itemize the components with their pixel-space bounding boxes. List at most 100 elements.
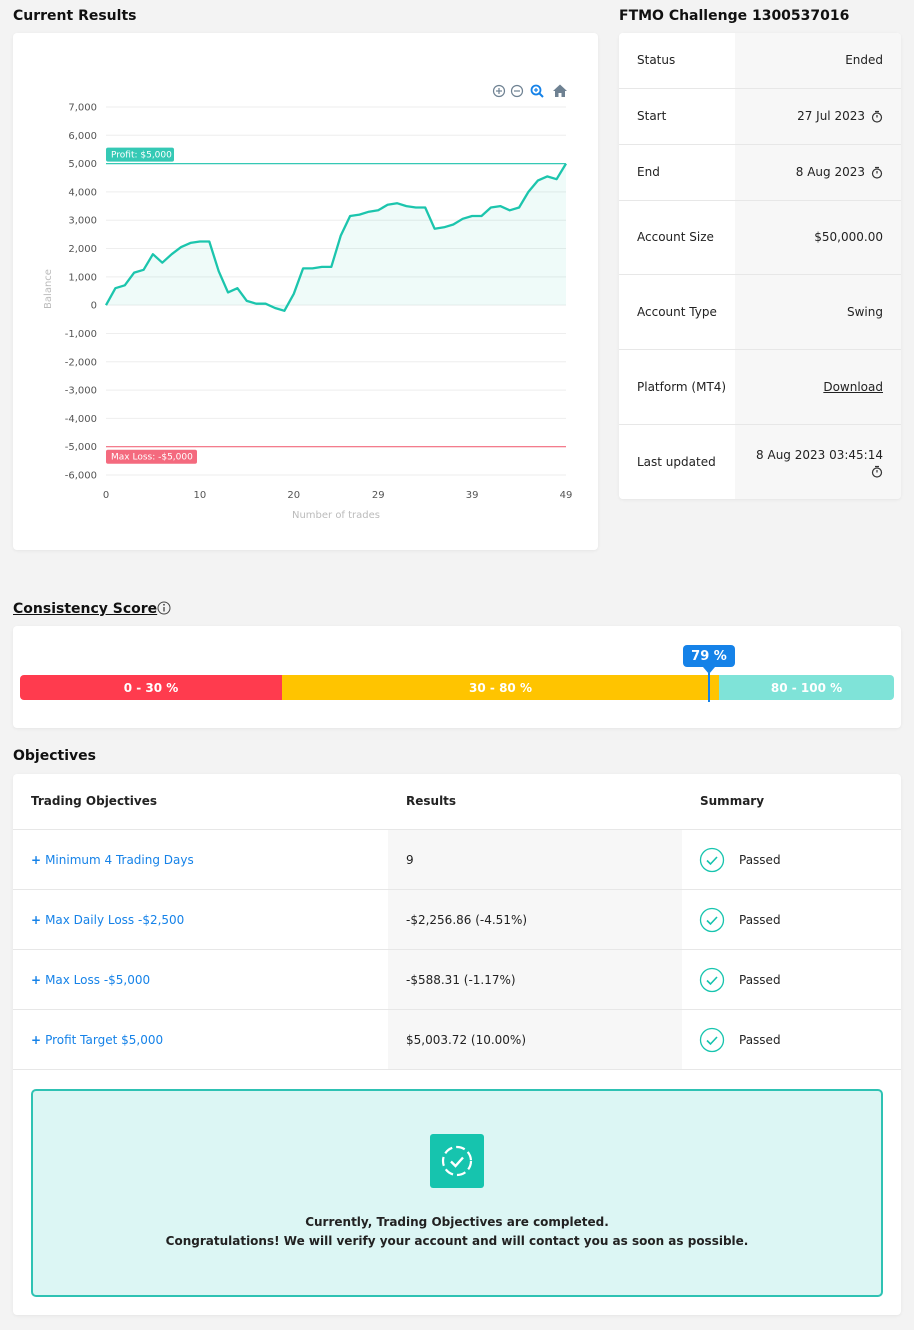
objectives-header: Trading Objectives Results Summary	[13, 774, 901, 830]
y-tick-label: 5,000	[68, 159, 97, 170]
plus-icon: +	[31, 852, 42, 867]
max-loss-label-bg	[106, 449, 197, 464]
x-tick-label: 29	[372, 490, 385, 501]
stopwatch-icon	[871, 166, 883, 179]
plus-icon: +	[31, 972, 42, 987]
y-axis-title: Balance	[43, 269, 54, 309]
objective-expand-link[interactable]: + Minimum 4 Trading Days	[13, 830, 388, 889]
y-tick-label: -2,000	[65, 357, 97, 368]
last-updated-value: 8 Aug 2023 03:45:14	[735, 425, 901, 499]
objectives-completed-banner: Currently, Trading Objectives are comple…	[31, 1089, 883, 1297]
objective-result: -$2,256.86 (-4.51%)	[388, 890, 682, 949]
zoom-in-icon[interactable]	[492, 84, 506, 98]
objectives-table: Trading Objectives Results Summary + Mini…	[13, 774, 901, 1315]
y-tick-label: -1,000	[65, 329, 97, 340]
objective-label: Profit Target $5,000	[45, 1032, 164, 1047]
table-row: + Profit Target $5,000 $5,003.72 (10.00%)…	[13, 1010, 901, 1070]
plus-icon: +	[31, 912, 42, 927]
info-row-start: Start 27 Jul 2023	[619, 89, 901, 145]
balance-line	[104, 163, 567, 312]
stopwatch-icon	[871, 110, 883, 123]
end-value: 8 Aug 2023	[735, 145, 901, 200]
reset-home-icon[interactable]	[553, 84, 567, 98]
y-tick-label: 0	[91, 301, 97, 312]
x-tick-label: 20	[287, 490, 300, 501]
info-row-last-updated: Last updated 8 Aug 2023 03:45:14	[619, 425, 901, 499]
info-row-status: Status Ended	[619, 33, 901, 89]
segment-high: 80 - 100 %	[719, 675, 894, 700]
info-label: Platform (MT4)	[619, 350, 735, 424]
score-marker-badge: 79 %	[683, 645, 735, 667]
summary-status: Passed	[739, 912, 781, 927]
info-icon[interactable]	[157, 601, 171, 615]
current-results-title: Current Results	[13, 8, 137, 24]
status-value: Ended	[735, 33, 901, 88]
check-circle-icon	[699, 967, 725, 992]
check-circle-icon	[699, 907, 725, 932]
table-row: + Minimum 4 Trading Days 9 Passed	[13, 830, 901, 890]
zoom-out-icon[interactable]	[510, 84, 524, 98]
download-link[interactable]: Download	[823, 379, 883, 394]
info-row-platform: Platform (MT4) Download	[619, 350, 901, 425]
objective-expand-link[interactable]: + Max Daily Loss -$2,500	[13, 890, 388, 949]
objective-result: -$588.31 (-1.17%)	[388, 950, 682, 1009]
info-label: Account Size	[619, 201, 735, 274]
y-tick-label: 4,000	[68, 187, 97, 198]
x-tick-label: 10	[194, 490, 207, 501]
challenge-info-table: Status Ended Start 27 Jul 2023 End 8 Aug…	[619, 33, 901, 499]
objective-expand-link[interactable]: + Profit Target $5,000	[13, 1010, 388, 1069]
account-type-value: Swing	[735, 275, 901, 349]
completed-check-icon	[430, 1134, 484, 1188]
y-tick-label: -5,000	[65, 442, 97, 453]
table-row: + Max Loss -$5,000 -$588.31 (-1.17%) Pass…	[13, 950, 901, 1010]
y-tick-label: 1,000	[68, 272, 97, 283]
challenge-title: FTMO Challenge 1300537016	[619, 8, 850, 24]
start-date: 27 Jul 2023	[797, 109, 865, 123]
balance-chart-card: Profit: $5,000 Max Loss: -$5,000 7,000 6,0…	[13, 33, 598, 550]
score-marker-line	[708, 673, 710, 702]
summary-status: Passed	[739, 972, 781, 987]
stopwatch-icon	[871, 465, 883, 478]
balance-area	[106, 163, 566, 311]
table-row: + Max Daily Loss -$2,500 -$2,256.86 (-4.5…	[13, 890, 901, 950]
objective-expand-link[interactable]: + Max Loss -$5,000	[13, 950, 388, 1009]
objectives-title: Objectives	[13, 748, 96, 764]
platform-value: Download	[735, 350, 901, 424]
y-tick-label: 3,000	[68, 216, 97, 227]
info-label: Last updated	[619, 425, 735, 499]
header-results: Results	[406, 794, 457, 808]
objective-result: $5,003.72 (10.00%)	[388, 1010, 682, 1069]
info-row-account-type: Account Type Swing	[619, 275, 901, 350]
objective-summary: Passed	[682, 1010, 901, 1069]
segment-low: 0 - 30 %	[20, 675, 282, 700]
info-label: End	[619, 145, 735, 200]
selection-zoom-icon[interactable]	[530, 84, 544, 98]
balance-chart: Profit: $5,000 Max Loss: -$5,000 7,000 6,0…	[43, 84, 573, 521]
consistency-score-title[interactable]: Consistency Score	[13, 601, 158, 617]
last-updated-time: 8 Aug 2023 03:45:14	[756, 448, 883, 462]
x-tick-label: 49	[560, 490, 573, 501]
y-tick-label: -6,000	[65, 471, 97, 482]
x-tick-label: 0	[103, 490, 109, 501]
objective-label: Max Loss -$5,000	[45, 972, 151, 987]
info-label: Account Type	[619, 275, 735, 349]
summary-status: Passed	[739, 852, 781, 867]
plus-icon: +	[31, 1032, 42, 1047]
check-circle-icon	[699, 1027, 725, 1052]
header-trading-objectives: Trading Objectives	[31, 794, 158, 808]
end-date: 8 Aug 2023	[795, 165, 865, 179]
y-tick-label: 2,000	[68, 244, 97, 255]
completed-message: Currently, Trading Objectives are comple…	[305, 1215, 609, 1229]
header-summary: Summary	[700, 794, 765, 808]
objective-label: Max Daily Loss -$2,500	[45, 912, 185, 927]
y-tick-label: 7,000	[68, 103, 97, 114]
congratulations-message: Congratulations! We will verify your acc…	[165, 1234, 749, 1248]
consistency-score-card: 0 - 30 % 30 - 80 % 80 - 100 % 79 %	[13, 626, 901, 728]
objective-result: 9	[388, 830, 682, 889]
x-tick-label: 39	[466, 490, 479, 501]
info-row-account-size: Account Size $50,000.00	[619, 201, 901, 275]
info-row-end: End 8 Aug 2023	[619, 145, 901, 201]
segment-mid: 30 - 80 %	[282, 675, 719, 700]
y-tick-label: -3,000	[65, 386, 97, 397]
profit-target-label-bg	[106, 147, 174, 162]
